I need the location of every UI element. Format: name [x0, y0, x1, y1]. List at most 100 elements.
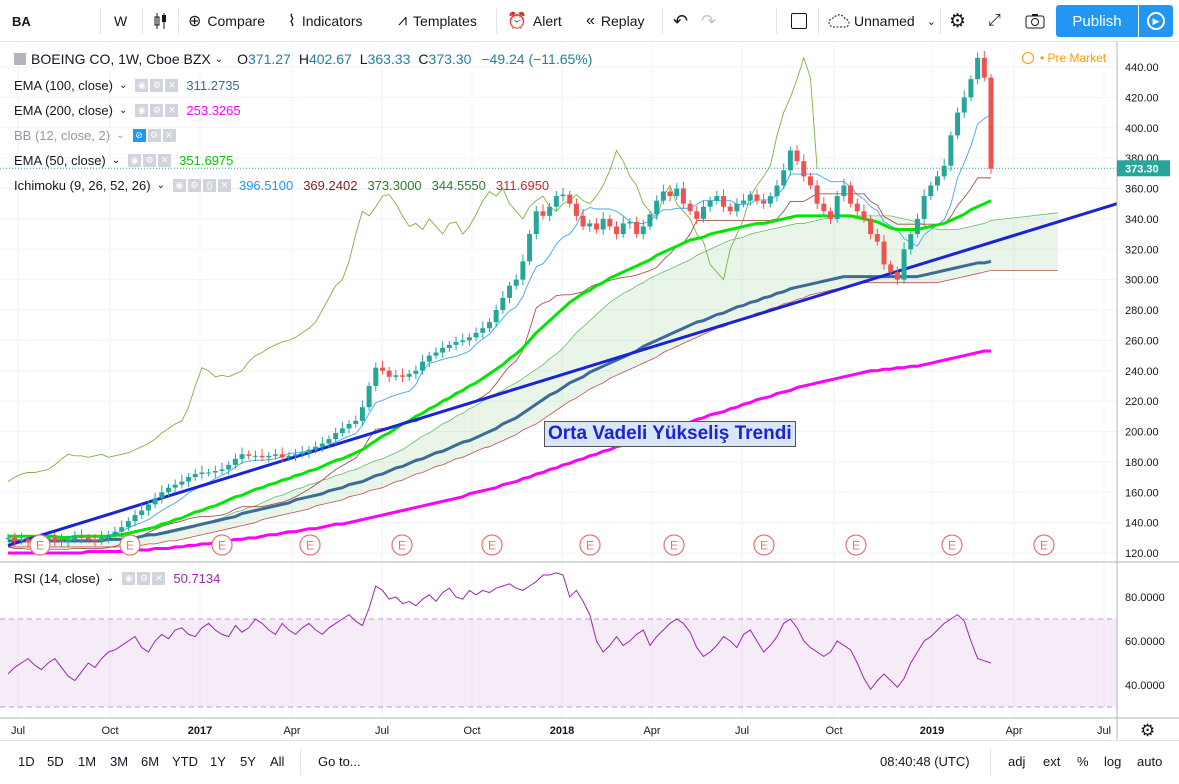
candle-body — [119, 527, 125, 532]
indicators-icon: ⌇ — [288, 13, 296, 30]
price-tick-label: 360.00 — [1125, 184, 1159, 196]
scale-ext-button[interactable]: ext — [1043, 754, 1061, 769]
gear-icon[interactable]: ⚙ — [137, 571, 151, 585]
gear-icon[interactable]: ⚙ — [1140, 721, 1155, 740]
candle-body — [721, 196, 727, 207]
candle-body — [440, 347, 446, 353]
range-1y-button[interactable]: 1Y — [210, 754, 226, 769]
publish-button[interactable]: Publish — [1056, 5, 1138, 37]
range-ytd-button[interactable]: YTD — [172, 754, 198, 769]
chart-type-button[interactable] — [153, 0, 169, 42]
legend-bb[interactable]: BB (12, close, 2) ⌄ ⊘ ⚙ ✕ — [14, 126, 178, 144]
candle-body — [346, 423, 352, 429]
eye-icon[interactable]: ◉ — [122, 571, 136, 585]
candle-body — [680, 188, 686, 204]
candle-body — [533, 211, 539, 235]
close-icon[interactable]: ✕ — [162, 128, 176, 142]
range-6m-button[interactable]: 6M — [141, 754, 160, 769]
range-1m-button[interactable]: 1M — [78, 754, 97, 769]
last-price-tag: 373.30 — [1125, 163, 1159, 175]
settings-button[interactable]: ⚙ — [949, 0, 966, 42]
gear-icon[interactable]: ⚙ — [150, 78, 164, 92]
price-tick-label: 420.00 — [1125, 92, 1159, 104]
candle-body — [400, 375, 406, 377]
legend-ema100[interactable]: EMA (100, close) ⌄ ◉ ⚙ ✕ 311.2735 — [14, 76, 240, 94]
eye-hidden-icon[interactable]: ⊘ — [132, 128, 146, 142]
eye-icon[interactable]: ◉ — [128, 153, 142, 167]
candle-body — [299, 452, 305, 455]
gear-icon[interactable]: ⚙ — [150, 103, 164, 117]
scale-percent-button[interactable]: % — [1077, 754, 1089, 769]
candle-body — [948, 135, 954, 166]
clock-readout[interactable]: 08:40:48 (UTC) — [880, 754, 970, 769]
ema200-value: 253.3265 — [186, 102, 241, 118]
undo-button[interactable]: ↶ — [673, 0, 688, 42]
scale-adj-button[interactable]: adj — [1008, 754, 1026, 769]
scale-auto-button[interactable]: auto — [1137, 754, 1163, 769]
senkou-span-b — [8, 270, 1058, 548]
instrument-title[interactable]: BOEING CO, 1W, Cboe BZX — [31, 51, 211, 67]
candle-body — [801, 161, 807, 177]
fullscreen-select-button[interactable] — [791, 0, 807, 42]
price-chart[interactable]: E E E E E E E E E E E E 120.00 140.00 160.00 180.00 200… — [0, 42, 1179, 740]
close-icon[interactable]: ✕ — [152, 571, 166, 585]
legend-ema50[interactable]: EMA (50, close) ⌄ ◉ ⚙ ✕ 351.6975 — [14, 151, 233, 169]
candle-body — [968, 79, 974, 98]
candle-body — [500, 297, 506, 310]
price-change: −49.24 (−11.65%) — [481, 51, 593, 67]
ohlc-low-label: L — [359, 51, 368, 67]
legend-ema200[interactable]: EMA (200, close) ⌄ ◉ ⚙ ✕ 253.3265 — [14, 101, 241, 119]
trend-annotation[interactable]: Orta Vadeli Yükseliş Trendi — [544, 421, 796, 447]
range-1d-button[interactable]: 1D — [18, 754, 35, 769]
eye-icon[interactable]: ◉ — [135, 103, 149, 117]
candle-body — [446, 344, 452, 348]
candle-body — [72, 536, 78, 540]
candle-body — [674, 188, 680, 197]
candle-body — [12, 537, 18, 541]
range-3m-button[interactable]: 3M — [110, 754, 129, 769]
range-5d-button[interactable]: 5D — [47, 754, 64, 769]
redo-button[interactable]: ↷ — [701, 0, 716, 42]
interval-button[interactable]: W — [114, 13, 128, 29]
pre-market-badge[interactable]: • Pre Market — [1022, 51, 1106, 65]
templates-button[interactable]: ⩘ Templates — [398, 12, 477, 29]
candle-body — [894, 272, 900, 280]
candle-body — [105, 534, 111, 538]
candle-body — [553, 196, 559, 207]
range-all-button[interactable]: All — [270, 754, 285, 769]
range-5y-button[interactable]: 5Y — [240, 754, 256, 769]
braces-icon[interactable]: {} — [202, 178, 216, 192]
close-icon[interactable]: ✕ — [165, 78, 179, 92]
rsi-tick-label: 80.0000 — [1125, 592, 1165, 604]
candle-body — [426, 355, 432, 362]
play-icon: ▶ — [1147, 12, 1165, 30]
gear-icon: ⚙ — [949, 10, 967, 32]
compare-button[interactable]: ⊕ Compare — [188, 13, 265, 30]
close-icon[interactable]: ✕ — [158, 153, 172, 167]
legend-rsi[interactable]: RSI (14, close) ⌄ ◉ ⚙ ✕ 50.7134 — [14, 569, 220, 587]
layout-name-button[interactable]: Unnamed ⌄ — [828, 0, 936, 42]
candle-body — [152, 498, 158, 505]
eye-icon[interactable]: ◉ — [135, 78, 149, 92]
snapshot-button[interactable] — [1025, 0, 1045, 42]
symbol-search[interactable]: BA — [12, 13, 31, 29]
candle-body — [453, 341, 459, 345]
close-icon[interactable]: ✕ — [165, 103, 179, 117]
instrument-icon — [14, 53, 26, 65]
legend-ichimoku[interactable]: Ichimoku (9, 26, 52, 26) ⌄ ◉ ⚙{} ✕ 396.510… — [14, 176, 549, 194]
gear-icon[interactable]: ⚙ — [143, 153, 157, 167]
earnings-marker-label: E — [126, 539, 134, 553]
axes: 120.00 140.00 160.00 180.00 200.00 220.00 240.… — [0, 42, 1179, 740]
gear-icon[interactable]: ⚙ — [147, 128, 161, 142]
eye-icon[interactable]: ◉ — [172, 178, 186, 192]
gear-icon[interactable]: ⚙ — [187, 178, 201, 192]
goto-button[interactable]: Go to... — [318, 754, 361, 769]
scale-log-button[interactable]: log — [1104, 754, 1122, 769]
expand-icon: ⤢ — [988, 12, 1001, 29]
close-icon[interactable]: ✕ — [217, 178, 231, 192]
fullscreen-button[interactable]: ⤢ — [988, 0, 1001, 42]
alert-button[interactable]: ⏰ Alert — [507, 13, 562, 30]
indicators-button[interactable]: ⌇ Indicators — [288, 13, 363, 30]
replay-button[interactable]: «Replay — [586, 12, 645, 29]
publish-dropdown-button[interactable]: ▶ — [1139, 5, 1173, 37]
